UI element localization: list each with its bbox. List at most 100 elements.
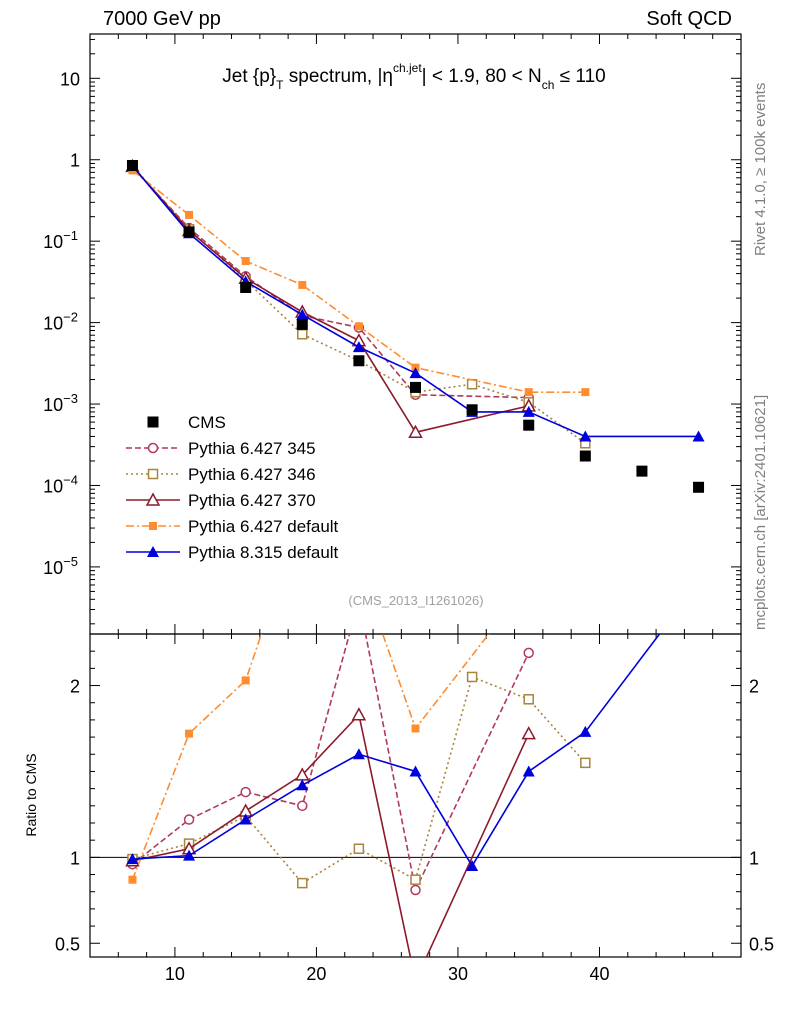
data-point bbox=[409, 367, 422, 379]
legend-marker bbox=[145, 492, 161, 506]
cms-data-point bbox=[183, 226, 195, 238]
cms-data-point bbox=[466, 404, 478, 416]
data-point bbox=[692, 430, 705, 442]
ratio-tick-label: 1 bbox=[70, 848, 80, 868]
y-tick-label: 10 bbox=[60, 69, 80, 89]
cms-data-point bbox=[410, 381, 421, 393]
cms-data-point bbox=[296, 318, 308, 330]
ratio-panel-frame bbox=[89, 633, 742, 958]
ratio-point bbox=[297, 877, 308, 889]
ratio-tick-label-right: 0.5 bbox=[749, 934, 774, 954]
ratio-point bbox=[523, 647, 534, 659]
ratio-point bbox=[239, 813, 252, 825]
ratio-tick-label: 0.5 bbox=[55, 934, 80, 954]
ratio-point bbox=[353, 843, 365, 855]
y-tick-label: 10−2 bbox=[43, 310, 78, 334]
ratio-point bbox=[296, 779, 309, 791]
data-point bbox=[581, 388, 590, 397]
x-tick-label: 10 bbox=[165, 964, 185, 984]
header-left: 7000 GeV pp bbox=[103, 8, 221, 30]
series-line bbox=[131, 165, 699, 438]
ratio-point bbox=[352, 748, 365, 760]
cms-data-point bbox=[693, 481, 705, 493]
y-tick-label: 10−4 bbox=[43, 472, 78, 496]
ratio-point bbox=[410, 884, 421, 896]
ratio-point bbox=[466, 859, 479, 871]
ratio-point bbox=[521, 726, 536, 740]
ratio-point bbox=[351, 707, 367, 721]
legend-label: Pythia 8.315 default bbox=[188, 543, 339, 562]
data-point bbox=[354, 322, 363, 331]
header-right: Soft QCD bbox=[646, 8, 732, 30]
data-point bbox=[522, 405, 535, 417]
top-panel-plot bbox=[125, 158, 705, 493]
data-point bbox=[408, 424, 423, 439]
data-point bbox=[579, 430, 592, 442]
cms-data-point bbox=[636, 465, 648, 477]
data-point bbox=[185, 210, 194, 219]
ratio-point bbox=[525, 578, 533, 586]
ratio-point bbox=[185, 729, 194, 738]
ratio-point bbox=[580, 757, 591, 769]
ratio-point bbox=[410, 874, 421, 885]
x-tick-label: 40 bbox=[589, 964, 609, 984]
series-line bbox=[131, 166, 529, 399]
y-tick-label: 1 bbox=[70, 151, 80, 171]
ratio-point bbox=[183, 814, 195, 825]
ratio-tick-label-right: 2 bbox=[749, 677, 759, 697]
data-point bbox=[524, 388, 533, 397]
ratio-point bbox=[693, 576, 705, 587]
cms-data-point bbox=[523, 419, 535, 431]
ratio-point bbox=[523, 694, 534, 705]
cms-data-point bbox=[353, 355, 365, 367]
data-point bbox=[298, 280, 307, 289]
ratio-line bbox=[131, 634, 490, 880]
legend-marker bbox=[147, 416, 159, 428]
ratio-point bbox=[579, 725, 592, 737]
x-tick-label: 20 bbox=[306, 964, 326, 984]
y-tick-label: 10−1 bbox=[43, 228, 78, 252]
ratio-line bbox=[132, 634, 661, 868]
ratio-point bbox=[297, 800, 308, 812]
cms-data-point bbox=[126, 159, 138, 171]
ratio-point bbox=[128, 875, 137, 884]
ratio-point bbox=[410, 975, 422, 986]
data-point bbox=[297, 328, 308, 340]
legend-label: CMS bbox=[188, 413, 226, 432]
ratio-axis-label: Ratio to CMS bbox=[23, 753, 39, 836]
cms-data-point bbox=[579, 450, 591, 462]
ratio-point bbox=[409, 765, 422, 777]
ratio-point bbox=[522, 765, 535, 777]
legend-label: Pythia 6.427 default bbox=[188, 517, 339, 536]
ratio-point bbox=[355, 561, 363, 569]
series-line bbox=[131, 165, 586, 444]
data-point bbox=[241, 257, 250, 266]
ratio-point bbox=[183, 849, 196, 861]
analysis-id: (CMS_2013_I1261026) bbox=[348, 593, 483, 608]
cms-data-point bbox=[240, 281, 252, 293]
legend-marker bbox=[147, 468, 159, 480]
legend-label: Pythia 6.427 370 bbox=[188, 491, 316, 510]
legend-label: Pythia 6.427 346 bbox=[188, 465, 316, 484]
ratio-point bbox=[411, 724, 420, 733]
legend-marker bbox=[147, 546, 159, 557]
series-line bbox=[131, 169, 586, 393]
legend-label: Pythia 6.427 345 bbox=[188, 439, 316, 458]
x-tick-label: 30 bbox=[448, 964, 468, 984]
y-tick-label: 10−3 bbox=[43, 391, 78, 415]
ratio-point bbox=[240, 786, 251, 798]
data-point bbox=[352, 341, 365, 353]
ratio-point bbox=[241, 676, 250, 685]
y-tick-label: 10−5 bbox=[43, 554, 78, 578]
ratio-panel-plot bbox=[125, 561, 705, 986]
ratio-point bbox=[126, 853, 139, 865]
chart-title: Jet {p}T spectrum, |ηch.jet| < 1.9, 80 <… bbox=[222, 61, 605, 92]
data-point bbox=[296, 308, 309, 320]
ratio-tick-label-right: 1 bbox=[749, 848, 759, 868]
ratio-point bbox=[466, 671, 478, 683]
legend-marker bbox=[149, 522, 157, 530]
legend-marker bbox=[147, 442, 159, 454]
ratio-tick-label: 2 bbox=[70, 677, 80, 697]
series-line bbox=[131, 165, 529, 434]
